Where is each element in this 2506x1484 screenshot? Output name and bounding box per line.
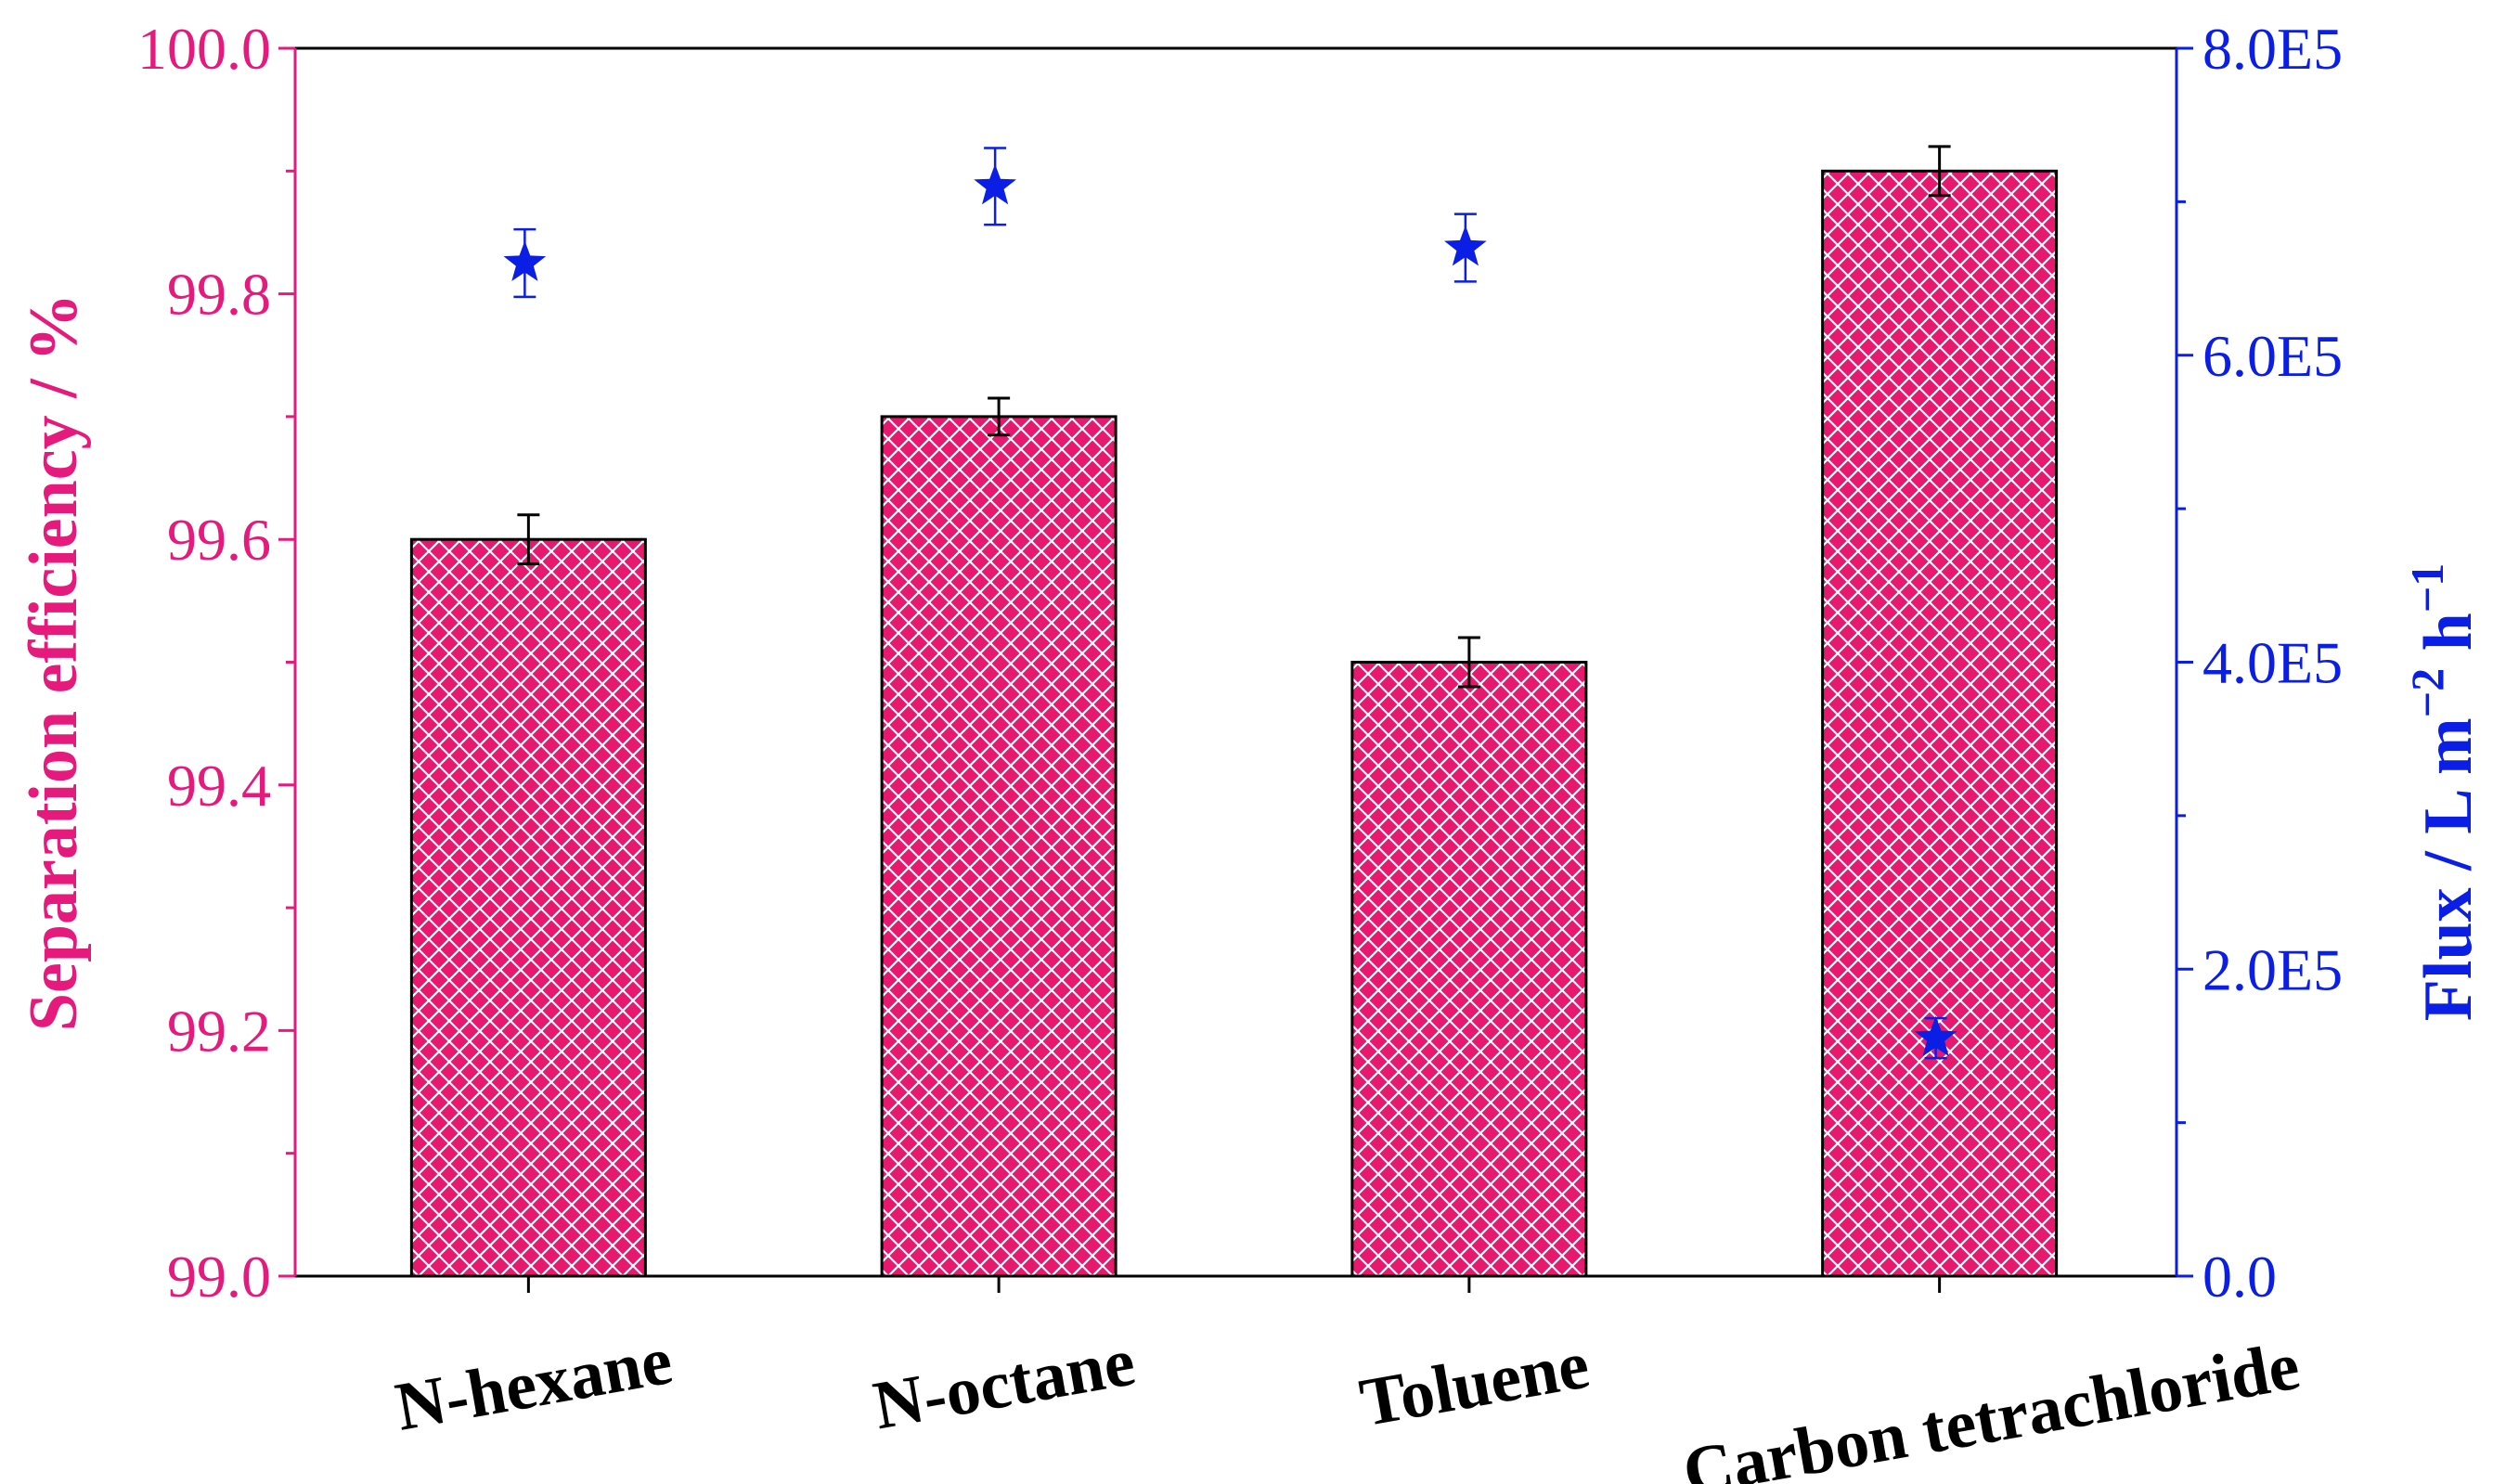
x-category-label: N-octane bbox=[868, 1323, 1141, 1444]
left-tick-label: 99.0 bbox=[167, 1244, 271, 1310]
flux-star-n-octane bbox=[974, 163, 1016, 205]
error-bar-efficiency-3 bbox=[1928, 145, 1951, 198]
bar-toluene bbox=[1350, 661, 1588, 1278]
right-tick-label: 4.0E5 bbox=[2202, 630, 2343, 696]
right-tick-label: 8.0E5 bbox=[2202, 16, 2343, 82]
flux-star-n-hexane bbox=[503, 240, 547, 281]
left-tick-label: 99.6 bbox=[167, 507, 271, 573]
error-bar-efficiency-1 bbox=[988, 396, 1011, 437]
right-tick-label: 0.0 bbox=[2202, 1244, 2277, 1310]
flux-star-carbon-tetrachloride bbox=[1914, 1015, 1957, 1057]
bar-n-hexane bbox=[409, 537, 647, 1278]
left-axis-title: Separation efficiency / % bbox=[16, 293, 92, 1031]
x-category-label: N-hexane bbox=[390, 1323, 678, 1446]
right-axis-title-exp2: −1 bbox=[2401, 563, 2453, 613]
flux-star-toluene bbox=[1444, 226, 1487, 266]
right-axis-title-unit: h bbox=[2410, 613, 2487, 668]
x-category-label: Toluene bbox=[1354, 1326, 1595, 1441]
left-tick-label: 99.8 bbox=[167, 262, 271, 328]
bar-n-octane bbox=[880, 415, 1117, 1278]
left-tick-label: 99.2 bbox=[167, 998, 271, 1064]
error-bar-efficiency-2 bbox=[1457, 636, 1480, 689]
right-axis-title-exp1: −2 bbox=[2401, 668, 2453, 718]
left-tick-label: 100.0 bbox=[137, 16, 271, 82]
right-axis-title-main: Flux / L m bbox=[2410, 717, 2487, 1021]
x-category-label: Carbon tetrachloride bbox=[1677, 1328, 2305, 1484]
right-axis-title: Flux / L m−2 h−1 bbox=[2401, 563, 2487, 1022]
bar-carbon-tetrachloride bbox=[1821, 169, 2059, 1278]
error-bar-efficiency-0 bbox=[517, 513, 540, 566]
left-tick-label: 99.4 bbox=[167, 753, 271, 819]
right-tick-label: 6.0E5 bbox=[2202, 323, 2343, 389]
right-tick-label: 2.0E5 bbox=[2202, 936, 2343, 1002]
